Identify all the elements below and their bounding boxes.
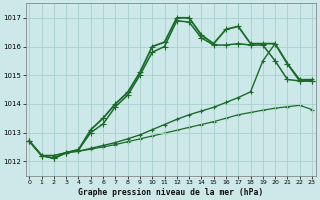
X-axis label: Graphe pression niveau de la mer (hPa): Graphe pression niveau de la mer (hPa) xyxy=(78,188,263,197)
